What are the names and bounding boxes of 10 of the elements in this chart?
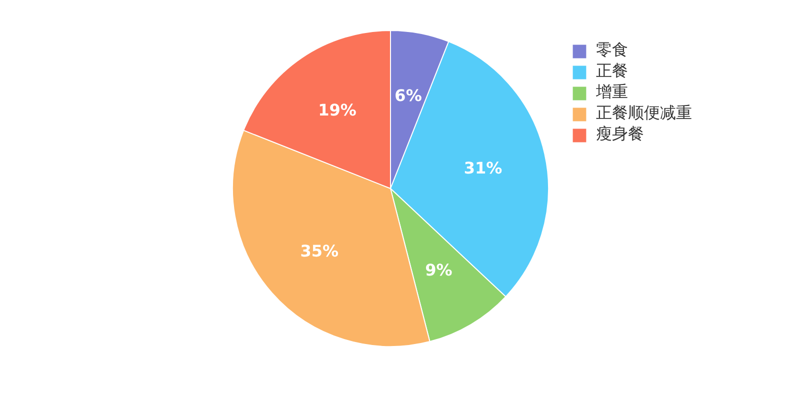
data-label: 19% [318,100,356,120]
legend-label: 瘦身餐 [596,124,644,145]
data-label: 9% [425,260,452,280]
data-label: 6% [394,86,422,105]
data-label: 31% [464,158,502,178]
legend-label: 正餐 [596,61,628,82]
legend-label: 正餐顺便减重 [596,103,692,124]
legend-label: 零食 [596,40,628,61]
data-label: 35% [300,242,339,261]
legend-label: 增重 [596,82,628,103]
